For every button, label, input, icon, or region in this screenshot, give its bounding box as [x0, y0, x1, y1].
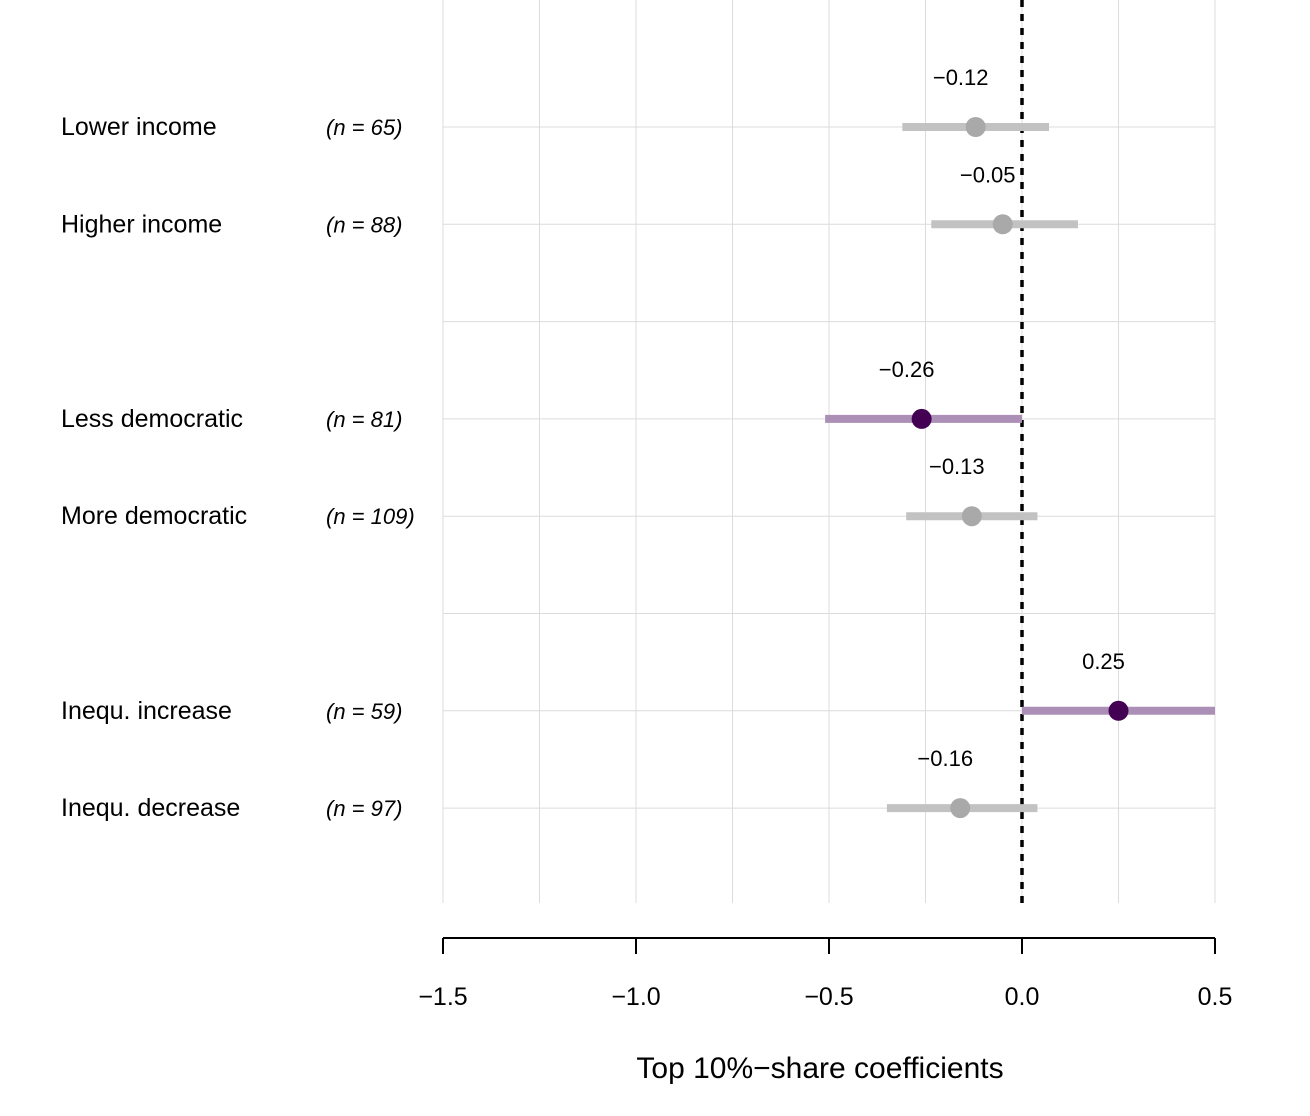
- sample-size-label: (n = 109): [326, 504, 415, 529]
- coefficient-point: [911, 408, 932, 429]
- x-axis-tick-label: −0.5: [804, 983, 853, 1011]
- coefficient-value-label: −0.16: [917, 746, 973, 771]
- coefficient-point: [961, 506, 982, 527]
- x-axis-tick-label: 0.5: [1198, 983, 1233, 1011]
- coefficient-value-label: −0.12: [933, 65, 989, 90]
- grid-layer: [442, 0, 1216, 903]
- marks-layer: −0.12 −0.05 −0.26 −0.13 0.25 −0.16: [825, 65, 1215, 819]
- x-axis-tick-label: −1.5: [418, 983, 467, 1011]
- sample-size-label: (n = 59): [326, 699, 402, 724]
- coefficient-point: [1108, 700, 1129, 721]
- row-label: Less democratic: [61, 405, 243, 433]
- coefficient-point: [950, 798, 971, 819]
- sample-size-label: (n = 97): [326, 796, 402, 821]
- coefficient-point: [992, 214, 1013, 235]
- sample-size-label: (n = 81): [326, 407, 402, 432]
- coefficient-point: [965, 117, 986, 137]
- row-label: Inequ. increase: [61, 697, 232, 725]
- row-label: Higher income: [61, 210, 222, 238]
- coefficient-value-label: −0.13: [929, 454, 985, 479]
- x-axis-tick-label: 0.0: [1005, 983, 1040, 1011]
- coefficient-value-label: −0.05: [960, 162, 1016, 187]
- row-label: Inequ. decrease: [61, 794, 240, 822]
- x-axis-tick-label: −1.0: [611, 983, 660, 1011]
- coefficient-value-label: 0.25: [1082, 649, 1125, 674]
- row-label: More democratic: [61, 502, 247, 530]
- x-axis: −1.5 −1.0 −0.5 0.0 0.5: [418, 937, 1233, 1011]
- row-label: Lower income: [61, 113, 217, 141]
- row-labels-layer: Lower income (n = 65) Higher income (n = 88…: [61, 113, 415, 822]
- sample-size-label: (n = 65): [326, 115, 402, 140]
- x-axis-title: Top 10%−share coefficients: [636, 1052, 1003, 1085]
- coefficient-value-label: −0.26: [879, 357, 935, 382]
- sample-size-label: (n = 88): [326, 212, 402, 237]
